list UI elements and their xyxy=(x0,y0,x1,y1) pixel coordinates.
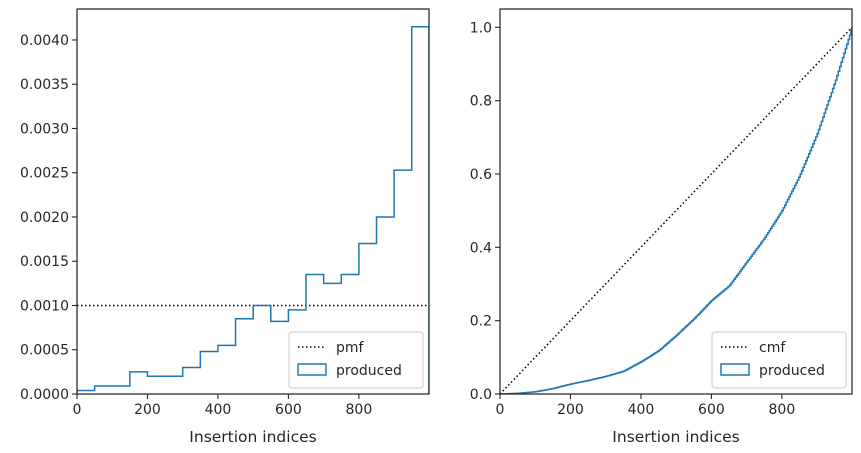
plot-area xyxy=(77,25,429,394)
legend-box xyxy=(711,331,847,389)
legend: cmf produced xyxy=(711,331,847,389)
legend-marker-produced xyxy=(720,363,750,376)
x-tick-label: 600 xyxy=(275,402,302,418)
y-tick-label: 0.0025 xyxy=(20,166,69,182)
legend: pmf produced xyxy=(288,331,424,389)
x-tick-label: 800 xyxy=(769,402,796,418)
legend-label-produced: produced xyxy=(336,363,402,379)
x-tick-label: 200 xyxy=(134,402,161,418)
cmf-line xyxy=(500,26,852,394)
left-pmf-chart: 0 200 400 600 800 0.0000 0.0005 0.0010 0.0015 0.0… xyxy=(20,8,430,446)
y-tick-label: 0.0010 xyxy=(20,298,69,314)
x-tick-label: 800 xyxy=(346,402,373,418)
produced-cumulative-line xyxy=(500,27,852,394)
x-tick-label: 400 xyxy=(205,402,232,418)
legend-label-cmf: cmf xyxy=(759,340,786,356)
y-tick-label: 0.6 xyxy=(470,167,492,183)
axes-frame xyxy=(76,8,430,395)
y-tick-label: 0.0015 xyxy=(20,254,69,270)
y-tick-label: 0.2 xyxy=(470,314,492,330)
y-tick-label: 0.0005 xyxy=(20,343,69,359)
x-tick-label: 0 xyxy=(496,402,505,418)
right-cmf-chart: 0 200 400 600 800 0.0 0.2 0.4 0.6 0.8 1.0 Insertion… xyxy=(470,8,853,446)
x-tick-label: 400 xyxy=(628,402,655,418)
y-tick-label: 0.0000 xyxy=(20,387,69,403)
axes-frame xyxy=(499,8,853,395)
legend-box xyxy=(288,331,424,389)
x-tick-label: 0 xyxy=(73,402,82,418)
y-tick-label: 0.0040 xyxy=(20,33,69,49)
legend-label-produced: produced xyxy=(759,363,825,379)
produced-histogram xyxy=(77,25,429,394)
y-tick-label: 0.8 xyxy=(470,94,492,110)
plot-area xyxy=(500,26,852,394)
y-tick-label: 0.0030 xyxy=(20,121,69,137)
y-tick-label: 0.0035 xyxy=(20,77,69,93)
y-tick-label: 0.4 xyxy=(470,240,492,256)
y-tick-label: 1.0 xyxy=(470,20,492,36)
x-axis-label: Insertion indices xyxy=(612,428,739,446)
x-tick-label: 600 xyxy=(698,402,725,418)
x-axis-label: Insertion indices xyxy=(189,428,316,446)
x-tick-label: 200 xyxy=(557,402,584,418)
legend-label-pmf: pmf xyxy=(336,340,365,356)
y-tick-label: 0.0 xyxy=(470,387,492,403)
y-tick-label: 0.0020 xyxy=(20,210,69,226)
legend-marker-produced xyxy=(297,363,327,376)
